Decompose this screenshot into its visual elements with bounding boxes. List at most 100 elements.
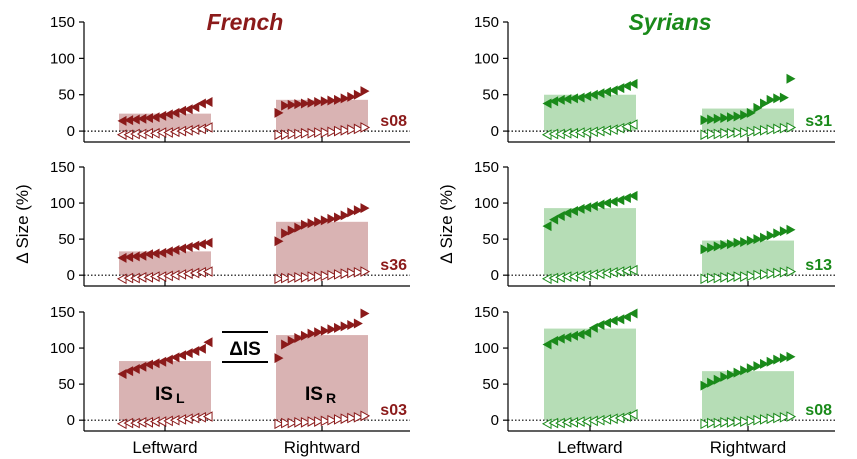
marker-right xyxy=(307,218,317,229)
marker-right xyxy=(720,239,730,250)
marker-left xyxy=(196,343,206,354)
is-r-text: IS xyxy=(305,384,323,405)
marker-right xyxy=(274,353,284,364)
marker-right xyxy=(720,113,730,123)
marker-left xyxy=(183,242,193,253)
marker-right xyxy=(766,230,776,241)
baseline-marker-left xyxy=(614,122,625,134)
y-axis-label-left: Δ Size (%) xyxy=(13,184,32,263)
marker-right xyxy=(334,212,344,223)
marker-left xyxy=(628,78,638,89)
baseline-marker-right xyxy=(759,269,770,280)
marker-left xyxy=(555,94,565,105)
marker-left xyxy=(555,333,565,344)
marker-left xyxy=(621,81,631,91)
marker-left xyxy=(157,356,167,367)
y-tick-label: 150 xyxy=(474,159,499,176)
baseline-marker-right xyxy=(320,270,331,282)
baseline-marker-right xyxy=(713,417,724,429)
marker-right xyxy=(779,92,789,103)
marker-right xyxy=(746,107,756,118)
subject-label: s13 xyxy=(805,257,832,274)
marker-right xyxy=(760,358,770,369)
marker-right xyxy=(287,99,297,110)
marker-right xyxy=(334,94,344,105)
marker-right xyxy=(740,110,750,121)
baseline-marker-right xyxy=(360,122,371,133)
y-tick-label: 150 xyxy=(474,304,499,321)
marker-right xyxy=(713,374,723,385)
marker-left xyxy=(621,312,631,323)
baseline-marker-left xyxy=(202,411,213,422)
baseline-marker-right xyxy=(294,271,304,283)
marker-right xyxy=(707,242,717,253)
baseline-marker-right xyxy=(753,269,764,281)
marker-left xyxy=(595,319,605,330)
marker-right xyxy=(334,322,344,333)
marker-right xyxy=(340,321,350,332)
marker-left xyxy=(163,354,173,365)
baseline-marker-left xyxy=(202,266,213,277)
baseline-marker-right xyxy=(314,271,324,282)
marker-left xyxy=(628,190,638,201)
baseline-marker-right xyxy=(274,273,285,285)
baseline-marker-right xyxy=(773,267,783,279)
marker-left xyxy=(124,115,134,126)
marker-left xyxy=(190,345,200,356)
delta-is-label: ΔIS xyxy=(229,339,261,360)
y-tick-label: 150 xyxy=(50,159,75,176)
baseline-marker-right xyxy=(700,273,711,285)
marker-left xyxy=(582,327,592,338)
marker-left xyxy=(183,104,193,115)
marker-right xyxy=(733,367,743,378)
baseline-marker-right xyxy=(281,129,291,141)
marker-left xyxy=(137,113,147,124)
marker-left xyxy=(568,93,578,104)
marker-right xyxy=(760,232,770,243)
baseline-marker-right xyxy=(287,417,298,429)
marker-left xyxy=(562,208,572,219)
marker-right xyxy=(347,207,357,218)
marker-right xyxy=(327,324,337,335)
baseline-marker-right xyxy=(314,416,324,427)
marker-right xyxy=(314,216,324,227)
baseline-marker-right xyxy=(720,416,730,428)
marker-left xyxy=(203,97,213,107)
baseline-marker-right xyxy=(753,125,764,137)
baseline-marker-right xyxy=(779,411,790,423)
marker-right xyxy=(287,225,297,236)
bar-rightward xyxy=(702,108,794,132)
baseline-marker-left xyxy=(614,412,625,424)
baseline-marker-right xyxy=(340,413,351,425)
y-tick-label: 50 xyxy=(58,231,75,248)
baseline-marker-right xyxy=(333,269,344,280)
baseline-marker-right xyxy=(773,412,783,424)
marker-right xyxy=(753,234,763,245)
marker-left xyxy=(555,211,565,222)
marker-left xyxy=(130,251,140,262)
baseline-marker-right xyxy=(300,271,311,283)
y-tick-label: 100 xyxy=(50,50,75,67)
marker-right xyxy=(773,228,783,239)
baseline-marker-right xyxy=(294,128,304,140)
baseline-marker-right xyxy=(786,122,797,133)
marker-right xyxy=(294,222,304,233)
marker-right xyxy=(294,332,304,343)
marker-left xyxy=(608,315,618,326)
y-tick-label: 0 xyxy=(67,123,75,140)
baseline-marker-right xyxy=(707,272,717,284)
marker-left xyxy=(549,335,559,346)
baseline-marker-right xyxy=(340,125,351,136)
y-axis-label-right: Δ Size (%) xyxy=(437,184,456,263)
marker-right xyxy=(733,237,743,248)
baseline-marker-right xyxy=(300,127,311,139)
marker-right xyxy=(353,89,363,100)
panel-french-s03: 0 50 100 150 s03 Leftward Rightward xyxy=(50,304,410,457)
marker-left xyxy=(163,246,173,257)
marker-right xyxy=(320,96,330,107)
marker-right xyxy=(353,318,363,329)
marker-left xyxy=(170,244,180,255)
marker-right xyxy=(314,97,324,107)
marker-left xyxy=(203,337,213,348)
baseline-marker-left xyxy=(627,119,638,130)
